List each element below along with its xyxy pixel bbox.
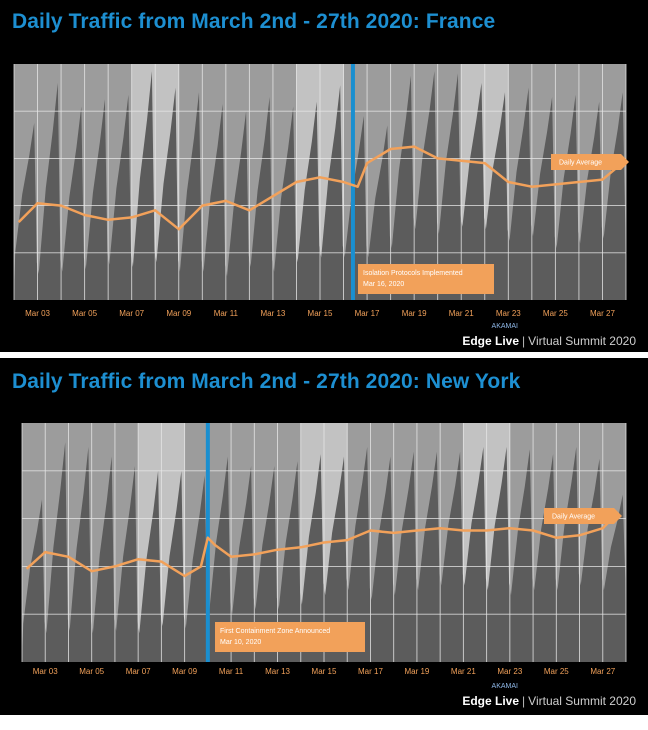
x-tick-label: Mar 11 [219, 667, 244, 676]
brand-separator: | [522, 694, 526, 708]
traffic-area [14, 71, 626, 300]
x-tick-label: Mar 03 [25, 309, 50, 318]
x-tick-label: Mar 25 [543, 309, 568, 318]
daily-average-legend-label: Daily Average [552, 514, 595, 521]
new-york-traffic-chart: Daily Average First Containment Zone Anno… [21, 423, 627, 676]
brand-footer: Edge Live | Virtual Summit 2020 [462, 694, 636, 708]
x-tick-label: Mar 19 [402, 309, 427, 318]
event-callout-date: Mar 16, 2020 [363, 281, 404, 288]
daily-average-line [25, 512, 618, 578]
brand-subtitle: Virtual Summit 2020 [528, 694, 636, 708]
x-tick-label: Mar 17 [355, 309, 380, 318]
france-traffic-chart: Daily Average Isolation Protocols Impleme… [13, 64, 629, 318]
x-tick-label: Mar 07 [126, 667, 151, 676]
akamai-logo-icon: AKAMAI [491, 323, 518, 330]
daily-average-legend-label: Daily Average [559, 160, 602, 167]
x-tick-label: Mar 15 [308, 309, 333, 318]
event-callout [358, 264, 494, 294]
x-tick-label: Mar 13 [260, 309, 285, 318]
brand-name: Edge Live [462, 334, 520, 348]
brand-footer: Edge Live | Virtual Summit 2020 [462, 334, 636, 348]
traffic-area [22, 442, 626, 662]
x-tick-label: Mar 11 [214, 309, 239, 318]
x-tick-label: Mar 07 [119, 309, 144, 318]
x-tick-label: Mar 03 [33, 667, 58, 676]
event-callout-date: Mar 10, 2020 [220, 639, 261, 646]
brand-subtitle: Virtual Summit 2020 [528, 334, 636, 348]
x-tick-label: Mar 25 [544, 667, 569, 676]
x-tick-label: Mar 05 [72, 309, 97, 318]
x-tick-label: Mar 17 [358, 667, 383, 676]
new-york-slide: Daily Traffic from March 2nd - 27th 2020… [0, 358, 648, 715]
new-york-title: Daily Traffic from March 2nd - 27th 2020… [12, 370, 521, 393]
x-tick-label: Mar 15 [312, 667, 337, 676]
x-tick-label: Mar 21 [451, 667, 476, 676]
event-callout [215, 622, 365, 652]
brand-name: Edge Live [462, 694, 520, 708]
x-tick-label: Mar 23 [497, 667, 522, 676]
x-tick-label: Mar 27 [590, 309, 615, 318]
x-tick-label: Mar 27 [590, 667, 615, 676]
x-tick-label: Mar 19 [404, 667, 429, 676]
x-tick-label: Mar 21 [449, 309, 474, 318]
akamai-logo-icon: AKAMAI [491, 683, 518, 690]
x-tick-label: Mar 23 [496, 309, 521, 318]
brand-separator: | [522, 334, 526, 348]
event-callout-label: Isolation Protocols Implemented [363, 270, 463, 277]
event-callout-label: First Containment Zone Announced [220, 628, 330, 635]
x-tick-label: Mar 09 [166, 309, 191, 318]
daily-average-legend [551, 154, 629, 170]
x-tick-label: Mar 13 [265, 667, 290, 676]
x-tick-label: Mar 09 [172, 667, 197, 676]
daily-average-legend [544, 508, 622, 524]
daily-average-line [17, 145, 618, 231]
france-slide: Daily Traffic from March 2nd - 27th 2020… [0, 0, 648, 352]
france-title: Daily Traffic from March 2nd - 27th 2020… [12, 10, 496, 33]
x-tick-label: Mar 05 [79, 667, 104, 676]
